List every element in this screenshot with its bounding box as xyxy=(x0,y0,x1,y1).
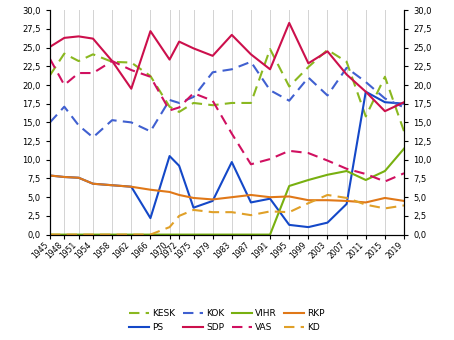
Legend: KESK, PS, KOK, SDP, VIHR, VAS, RKP, KD: KESK, PS, KOK, SDP, VIHR, VAS, RKP, KD xyxy=(125,306,329,336)
